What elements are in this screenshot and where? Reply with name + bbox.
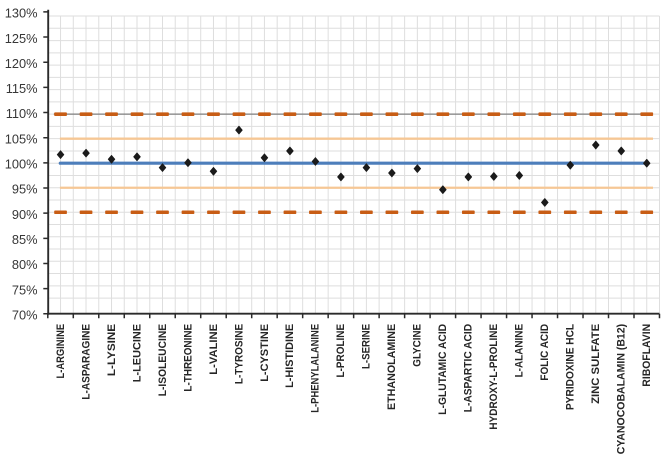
svg-text:L-CYSTINE: L-CYSTINE: [259, 324, 271, 382]
svg-text:HYDROXY-L-PROLINE: HYDROXY-L-PROLINE: [488, 324, 500, 430]
svg-text:GLYCINE: GLYCINE: [412, 324, 424, 367]
svg-text:120%: 120%: [5, 56, 38, 71]
svg-text:80%: 80%: [12, 257, 38, 272]
svg-text:100%: 100%: [5, 157, 38, 172]
svg-text:125%: 125%: [5, 31, 38, 46]
svg-text:CYANOCOBALAMIN (B12): CYANOCOBALAMIN (B12): [616, 324, 628, 455]
svg-text:L-ASPARTIC ACID: L-ASPARTIC ACID: [463, 324, 475, 412]
svg-text:105%: 105%: [5, 131, 38, 146]
svg-text:L-ALANINE: L-ALANINE: [514, 324, 526, 378]
svg-text:L-LYSINE: L-LYSINE: [106, 324, 118, 376]
svg-text:FOLIC ACID: FOLIC ACID: [539, 324, 551, 381]
svg-text:L-PROLINE: L-PROLINE: [335, 324, 347, 378]
svg-text:L-HISTIDINE: L-HISTIDINE: [284, 324, 296, 388]
svg-text:L-ARGININE: L-ARGININE: [55, 324, 67, 379]
svg-text:95%: 95%: [12, 182, 38, 197]
svg-text:ETHANOLAMINE: ETHANOLAMINE: [386, 324, 398, 410]
svg-text:L-SERINE: L-SERINE: [361, 324, 373, 369]
svg-text:130%: 130%: [5, 6, 38, 21]
svg-text:90%: 90%: [12, 207, 38, 222]
svg-text:RIBOFLAVIN: RIBOFLAVIN: [641, 324, 653, 387]
svg-text:85%: 85%: [12, 232, 38, 247]
svg-text:ZINC SULFATE: ZINC SULFATE: [590, 324, 602, 404]
svg-text:L-TYROSINE: L-TYROSINE: [233, 324, 245, 384]
svg-text:75%: 75%: [12, 282, 38, 297]
svg-text:L-ISOLEUCINE: L-ISOLEUCINE: [157, 324, 169, 396]
svg-text:L-LEUCINE: L-LEUCINE: [131, 324, 143, 382]
svg-text:115%: 115%: [6, 81, 38, 96]
svg-text:110%: 110%: [6, 106, 38, 121]
svg-text:70%: 70%: [12, 308, 38, 323]
svg-text:L-VALINE: L-VALINE: [208, 324, 220, 375]
svg-text:PYRIDOXINE HCL: PYRIDOXINE HCL: [565, 324, 577, 410]
svg-text:L-THREONINE: L-THREONINE: [182, 324, 194, 392]
svg-text:L-GLUTAMIC ACID: L-GLUTAMIC ACID: [437, 324, 449, 415]
svg-text:L-ASPARAGINE: L-ASPARAGINE: [80, 324, 92, 400]
svg-text:L-PHENYLALANINE: L-PHENYLALANINE: [310, 324, 322, 413]
